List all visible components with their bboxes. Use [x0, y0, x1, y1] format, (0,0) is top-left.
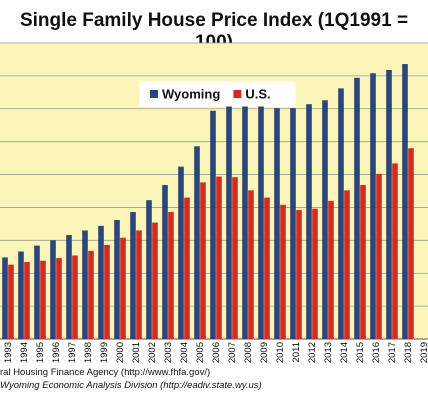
bar-u-s--1998 — [88, 250, 94, 339]
bar-wyoming-2003 — [162, 185, 168, 339]
legend-label-wyoming: Wyoming — [162, 87, 220, 102]
prepared-by-note: Wyoming Economic Analysis Division (http… — [0, 380, 262, 391]
x-tick-label: 2000 — [115, 342, 126, 363]
bar-u-s--2009 — [264, 197, 270, 339]
bar-wyoming-2016 — [370, 73, 376, 339]
bar-wyoming-1997 — [66, 235, 72, 339]
x-tick-label: 2011 — [291, 342, 302, 362]
bar-u-s--2003 — [168, 212, 174, 339]
x-tick-label: 1996 — [51, 342, 62, 363]
bar-u-s--2002 — [152, 222, 158, 339]
x-tick-label: 1995 — [35, 342, 46, 363]
bar-u-s--2007 — [232, 177, 238, 339]
x-tick-label: 2006 — [211, 342, 222, 363]
bar-u-s--2006 — [216, 176, 222, 339]
bar-wyoming-1995 — [34, 245, 40, 339]
x-tick-label: 2002 — [147, 342, 158, 363]
bar-wyoming-2010 — [274, 108, 280, 340]
x-tick-label: 2008 — [243, 342, 254, 363]
bar-u-s--2000 — [120, 237, 126, 339]
x-tick-label: 2001 — [131, 342, 142, 363]
x-tick-label: 2019 — [419, 342, 428, 363]
legend-swatch-u-s- — [233, 90, 242, 98]
bar-u-s--1996 — [56, 258, 62, 339]
bar-u-s--2010 — [280, 204, 286, 339]
bar-wyoming-2008 — [242, 91, 248, 339]
x-tick-label: 2014 — [339, 342, 350, 363]
x-tick-label: 1999 — [99, 342, 110, 363]
bar-wyoming-1999 — [98, 225, 104, 339]
bar-u-s--2001 — [136, 230, 142, 339]
bar-u-s--1993 — [8, 264, 14, 339]
x-tick-label: 2015 — [355, 342, 366, 363]
x-tick-label: 1994 — [19, 342, 30, 363]
bar-wyoming-2002 — [146, 200, 152, 339]
bar-wyoming-2000 — [114, 219, 120, 339]
bar-u-s--1997 — [72, 255, 78, 339]
bar-wyoming-2013 — [322, 100, 328, 339]
bar-u-s--2016 — [376, 173, 382, 339]
bar-wyoming-2015 — [354, 77, 360, 340]
x-tick-label: 2004 — [179, 342, 190, 363]
x-tick-label: 1998 — [83, 342, 94, 363]
bar-u-s--1999 — [104, 244, 110, 339]
bar-wyoming-1993 — [2, 257, 8, 339]
bar-wyoming-2017 — [386, 69, 392, 340]
x-tick-label: 1993 — [3, 342, 14, 363]
bar-wyoming-2004 — [178, 166, 184, 339]
x-tick-label: 2013 — [323, 342, 334, 363]
x-tick-label: 2003 — [163, 342, 174, 363]
legend-box — [139, 81, 296, 107]
x-tick-label: 2018 — [403, 342, 414, 363]
bar-u-s--2017 — [392, 163, 398, 339]
bar-u-s--2005 — [200, 182, 206, 339]
bar-wyoming-2018 — [402, 64, 408, 339]
bar-u-s--2018 — [408, 148, 414, 339]
x-tick-label: 2017 — [387, 342, 398, 363]
bar-u-s--2004 — [184, 197, 190, 339]
bar-u-s--2011 — [296, 210, 302, 339]
bar-wyoming-2006 — [210, 110, 216, 339]
bar-u-s--2008 — [248, 190, 254, 339]
bar-wyoming-2014 — [338, 88, 344, 340]
source-note: ral Housing Finance Agency (http://www.f… — [0, 367, 211, 378]
bar-u-s--2015 — [360, 185, 366, 339]
bar-u-s--2012 — [312, 208, 318, 339]
bar-u-s--1995 — [40, 260, 46, 339]
x-tick-label: 1997 — [67, 342, 78, 363]
bar-wyoming-2011 — [290, 108, 296, 340]
x-tick-label: 2016 — [371, 342, 382, 363]
bar-wyoming-1994 — [18, 251, 24, 339]
x-tick-label: 2005 — [195, 342, 206, 363]
bar-u-s--2014 — [344, 190, 350, 339]
bar-wyoming-2012 — [306, 104, 312, 339]
bar-wyoming-1996 — [50, 240, 56, 339]
bar-u-s--1994 — [24, 262, 30, 339]
legend-label-u-s-: U.S. — [245, 87, 270, 102]
bar-wyoming-1998 — [82, 230, 88, 339]
x-tick-label: 2010 — [275, 342, 286, 363]
bar-wyoming-2001 — [130, 212, 136, 339]
x-tick-label: 2012 — [307, 342, 318, 363]
x-tick-label: 2009 — [259, 342, 270, 363]
legend-swatch-wyoming — [150, 90, 158, 98]
x-tick-label: 2007 — [227, 342, 238, 363]
bar-u-s--2013 — [328, 200, 334, 339]
bar-wyoming-2007 — [226, 91, 232, 339]
bar-wyoming-2009 — [258, 104, 264, 339]
bar-wyoming-2005 — [194, 146, 200, 339]
